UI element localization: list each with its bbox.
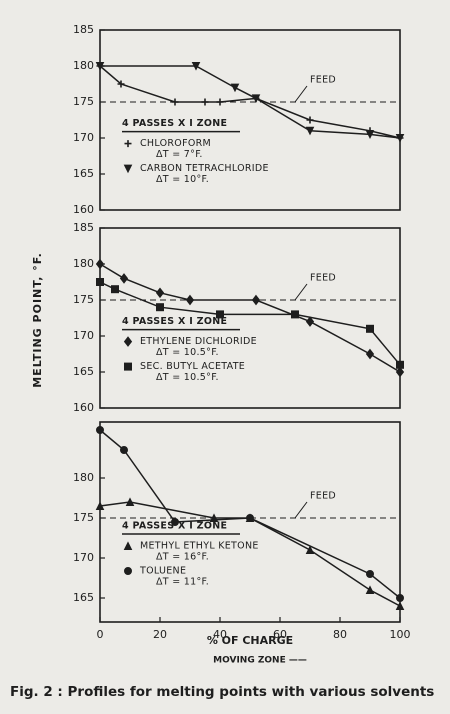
legend-note: ΔT = 10.5°F. (156, 372, 219, 383)
y-axis-label: MELTING POINT, °F. (31, 252, 44, 388)
marker (246, 514, 254, 522)
x-tick-label: 0 (97, 628, 104, 641)
y-tick-label: 175 (73, 95, 94, 108)
y-tick-label: 185 (73, 221, 94, 234)
caption: Fig. 2 : Profiles for melting points wit… (10, 684, 434, 700)
y-tick-label: 165 (73, 167, 94, 180)
marker (251, 94, 261, 104)
x-axis-sublabel: MOVING ZONE —— (213, 656, 307, 666)
legend-label: CHLOROFORM (140, 138, 211, 149)
y-tick-label: 165 (73, 591, 94, 604)
y-tick-label: 175 (73, 511, 94, 524)
marker (119, 273, 129, 284)
legend-title: 4 PASSES X I ZONE (122, 118, 227, 129)
marker (95, 62, 105, 71)
legend-title: 4 PASSES X I ZONE (122, 316, 227, 327)
marker (191, 62, 201, 71)
y-tick-label: 175 (73, 293, 94, 306)
feed-label: FEED (310, 491, 336, 502)
x-tick-label: 80 (333, 628, 347, 641)
marker (365, 348, 375, 360)
marker (124, 140, 132, 148)
marker (306, 116, 314, 124)
legend-label: METHYL ETHYL KETONE (140, 541, 259, 552)
marker (216, 98, 224, 106)
series-line (99, 429, 401, 599)
legend-note: ΔT = 7°F. (156, 149, 203, 160)
plot-frame (99, 29, 401, 211)
legend-label: CARBON TETRACHLORIDE (140, 163, 269, 174)
marker (305, 545, 315, 554)
marker (123, 164, 133, 174)
y-tick-label: 180 (73, 257, 94, 270)
legend-title: 4 PASSES X I ZONE (122, 521, 227, 532)
plot-frame (99, 227, 401, 409)
marker (201, 98, 209, 106)
legend-label: TOLUENE (139, 566, 186, 577)
legend-note: ΔT = 10.5°F. (156, 347, 219, 358)
marker (95, 258, 105, 270)
y-tick-label: 180 (73, 471, 94, 484)
legend-label: SEC. BUTYL ACETATE (140, 361, 245, 372)
marker (366, 324, 374, 333)
legend-label: ETHYLENE DICHLORIDE (140, 336, 257, 347)
marker (111, 285, 119, 294)
marker (365, 130, 375, 140)
y-tick-label: 165 (73, 365, 94, 378)
y-tick-label: 160 (73, 401, 94, 414)
marker (366, 570, 374, 578)
marker (216, 310, 224, 319)
marker (123, 541, 133, 550)
marker (95, 501, 105, 510)
marker (124, 567, 132, 575)
marker (396, 360, 404, 369)
series-line (99, 263, 401, 373)
plot-frame (99, 421, 401, 623)
y-tick-label: 185 (73, 23, 94, 36)
marker (396, 594, 404, 602)
feed-pointer (294, 85, 308, 103)
legend-note: ΔT = 10°F. (156, 174, 209, 185)
x-tick-label: 40 (213, 628, 227, 641)
marker (120, 446, 128, 454)
marker (124, 362, 132, 371)
marker (156, 303, 164, 312)
marker (305, 316, 315, 327)
marker (125, 497, 135, 506)
y-tick-label: 170 (73, 551, 94, 564)
marker (123, 336, 133, 347)
feed-label: FEED (310, 75, 336, 86)
marker (291, 310, 299, 319)
feed-pointer (294, 501, 308, 519)
marker (395, 134, 405, 143)
legend-note: ΔT = 16°F. (156, 552, 209, 563)
y-tick-label: 170 (73, 329, 94, 342)
marker (171, 518, 179, 526)
x-tick-label: 100 (390, 628, 411, 641)
marker (395, 601, 405, 610)
marker (96, 278, 104, 286)
x-axis-label: % OF CHARGE (207, 634, 293, 647)
marker (395, 366, 405, 378)
feed-pointer (294, 283, 308, 301)
marker (171, 98, 179, 106)
y-tick-label: 170 (73, 131, 94, 144)
y-tick-label: 160 (73, 203, 94, 216)
marker (117, 80, 125, 88)
y-tick-label: 180 (73, 59, 94, 72)
marker (305, 126, 315, 136)
x-tick-label: 20 (153, 628, 167, 641)
marker (365, 585, 375, 594)
marker (155, 287, 165, 299)
marker (96, 426, 104, 434)
legend-note: ΔT = 11°F. (156, 577, 209, 588)
marker (185, 294, 195, 306)
marker (230, 83, 240, 93)
marker (251, 294, 261, 306)
x-tick-label: 60 (273, 628, 287, 641)
feed-label: FEED (310, 273, 336, 284)
